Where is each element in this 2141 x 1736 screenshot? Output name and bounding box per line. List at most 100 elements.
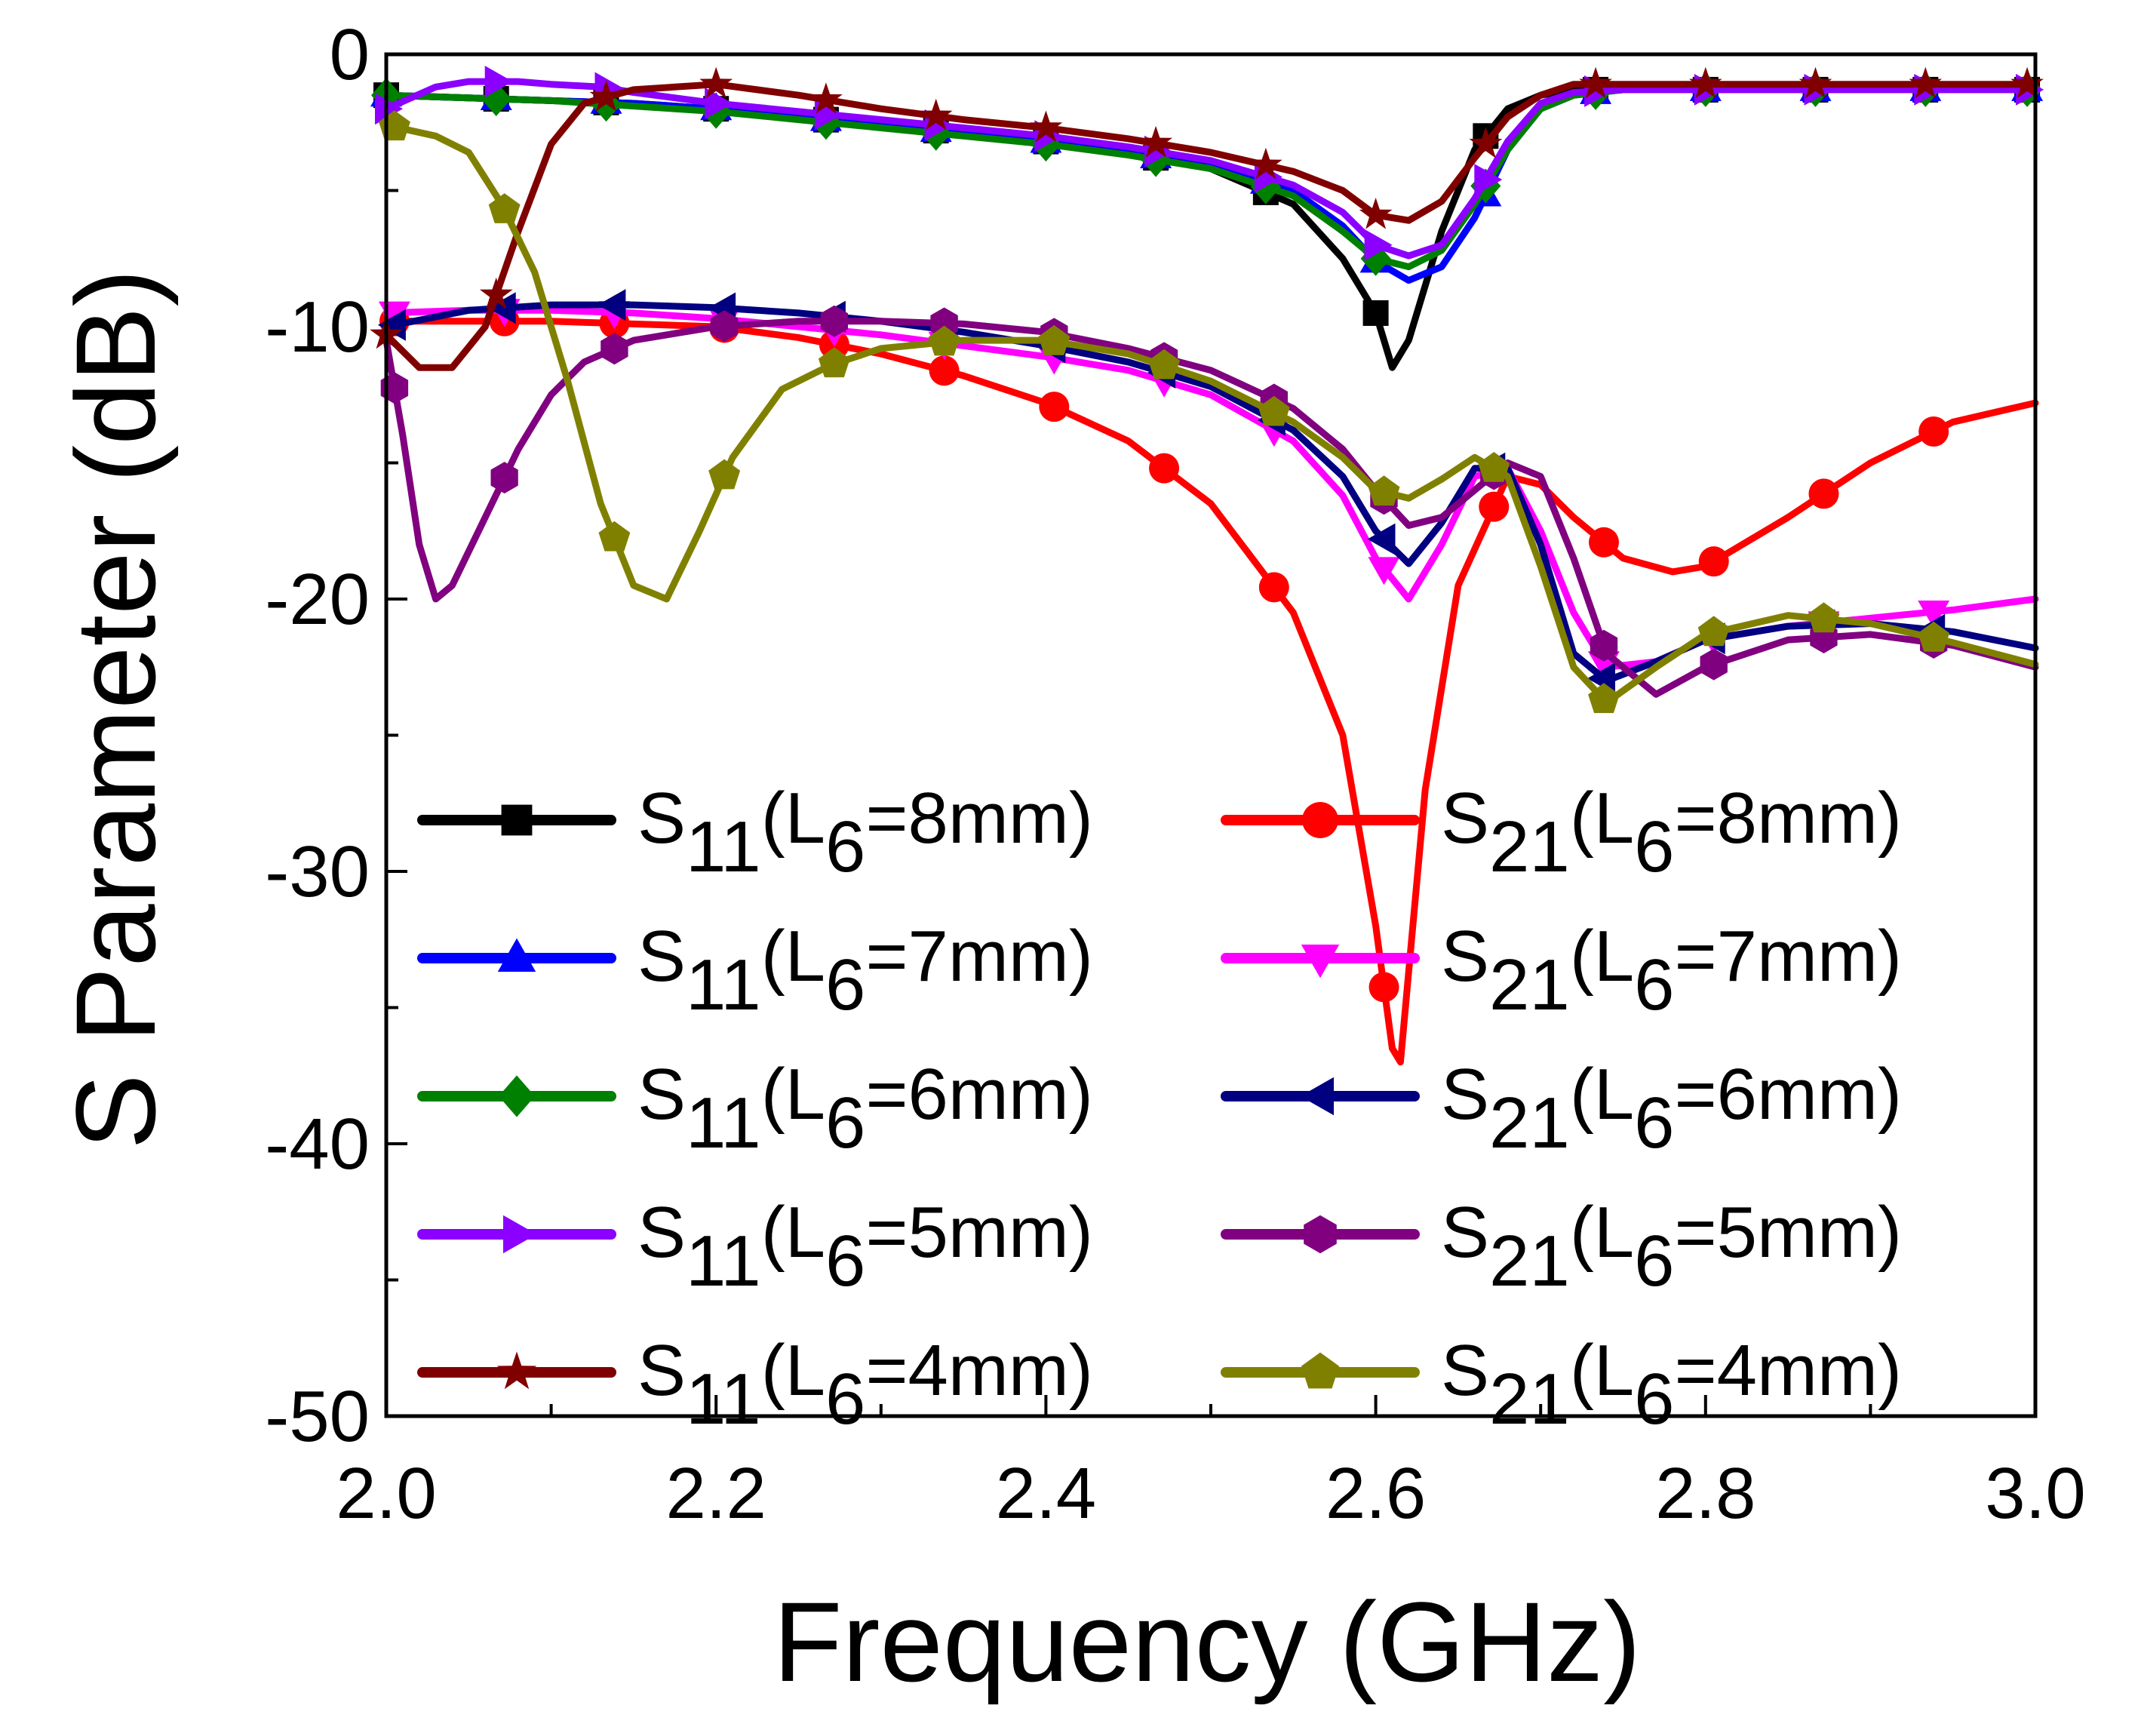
data-point	[1139, 125, 1172, 158]
y-tick-label: -30	[265, 831, 370, 912]
legend-item: S11(L6=5mm)	[417, 1192, 1093, 1301]
x-tick-label: 2.4	[996, 1453, 1096, 1534]
series-S11(L6=6mm)	[371, 72, 2043, 276]
data-point	[589, 80, 623, 112]
data-point	[597, 289, 626, 321]
data-point	[1698, 546, 1729, 577]
data-point	[1149, 453, 1180, 484]
x-tick-label: 3.0	[1985, 1453, 2085, 1534]
legend-label: S11(L6=8mm)	[637, 778, 1093, 887]
data-point	[1588, 683, 1620, 714]
data-point	[1300, 1077, 1334, 1116]
data-point	[1474, 164, 1503, 196]
data-point	[1362, 300, 1389, 326]
data-point	[496, 1351, 537, 1390]
data-point	[375, 93, 403, 125]
legend-label: S21(L6=4mm)	[1441, 1330, 1902, 1439]
data-point	[1039, 392, 1070, 422]
data-point	[820, 305, 848, 337]
data-point	[1918, 601, 1950, 628]
series-layer	[370, 66, 2044, 1066]
legend-item: S21(L6=6mm)	[1221, 1054, 1902, 1163]
x-tick-label: 2.6	[1325, 1453, 1426, 1534]
data-point	[1368, 972, 1399, 1003]
data-point	[2010, 66, 2044, 99]
data-point	[377, 309, 406, 341]
y-axis-label: S Parameter (dB)	[52, 269, 179, 1149]
legend-item: S11(L6=8mm)	[417, 778, 1093, 887]
data-point	[1918, 621, 1950, 652]
series-line	[382, 86, 2039, 284]
data-point	[1579, 66, 1612, 99]
legend-label: S21(L6=5mm)	[1441, 1192, 1902, 1301]
legend-label: S21(L6=6mm)	[1441, 1054, 1902, 1163]
data-point	[601, 333, 628, 365]
data-point	[705, 88, 733, 119]
data-point	[1918, 416, 1949, 447]
data-point	[1367, 523, 1396, 555]
legend-label: S21(L6=7mm)	[1441, 916, 1902, 1025]
series-line	[382, 301, 2039, 684]
x-tick-label: 2.8	[1655, 1453, 1755, 1534]
data-point	[1799, 66, 1832, 99]
data-point	[1590, 629, 1618, 662]
legend-item: S11(L6=6mm)	[417, 1054, 1093, 1163]
legend-label: S11(L6=7mm)	[637, 916, 1093, 1025]
data-point	[484, 66, 513, 98]
plot-frame	[384, 52, 2038, 1418]
x-axis-label: Frequency (GHz)	[773, 1578, 1641, 1705]
y-tick-label: 0	[330, 14, 370, 95]
legend-item: S21(L6=5mm)	[1221, 1192, 1902, 1301]
data-point	[1258, 395, 1290, 426]
data-point	[1029, 110, 1063, 143]
data-point	[497, 938, 536, 972]
series-line	[382, 78, 2039, 260]
data-point	[699, 66, 733, 99]
data-point	[1808, 478, 1839, 509]
data-point	[919, 98, 953, 131]
y-tick-label: -10	[265, 287, 370, 367]
y-tick-label: -50	[265, 1376, 370, 1457]
data-point	[1368, 557, 1400, 585]
data-point	[487, 292, 516, 324]
data-point	[1808, 602, 1840, 633]
data-point	[809, 82, 843, 114]
data-point	[708, 459, 741, 490]
data-point	[1302, 802, 1338, 838]
data-point	[1688, 66, 1722, 99]
series-line	[382, 86, 2039, 271]
data-point	[479, 277, 513, 309]
data-point	[1304, 1215, 1337, 1254]
legend-label: S11(L6=5mm)	[637, 1192, 1093, 1301]
data-point	[488, 193, 521, 223]
legend-label: S11(L6=4mm)	[637, 1330, 1093, 1439]
data-point	[1479, 491, 1510, 522]
legend-item: S21(L6=7mm)	[1221, 916, 1902, 1025]
data-point	[490, 462, 518, 494]
x-tick-label: 2.0	[336, 1453, 436, 1534]
legend-item: S11(L6=4mm)	[417, 1330, 1093, 1439]
data-point	[1588, 527, 1619, 558]
data-point	[1364, 229, 1393, 261]
legend-item: S21(L6=8mm)	[1221, 778, 1902, 887]
data-point	[503, 1215, 537, 1254]
data-point	[1469, 127, 1503, 158]
data-point	[1700, 648, 1728, 681]
tick-labels: 2.0 2.2 2.4 2.6 2.8 3.0 0 -10 -20 -30 -40 -50	[265, 14, 2085, 1534]
data-point	[1478, 452, 1510, 482]
data-point	[501, 804, 533, 836]
data-point	[1038, 324, 1070, 355]
series-S21(L6=4mm)	[379, 110, 2039, 714]
data-point	[1258, 572, 1289, 603]
data-point	[1359, 198, 1393, 229]
data-point	[710, 310, 739, 343]
y-tick-label: -40	[265, 1104, 370, 1184]
legend: S11(L6=8mm) S21(L6=8mm) S11(L6=7mm) S21(L6=…	[417, 778, 1902, 1439]
data-point	[1301, 945, 1340, 979]
data-point	[499, 1075, 535, 1117]
data-point	[818, 347, 850, 378]
legend-item: S21(L6=4mm)	[1221, 1330, 1902, 1439]
data-point	[1249, 147, 1282, 180]
data-point	[1301, 1352, 1340, 1389]
